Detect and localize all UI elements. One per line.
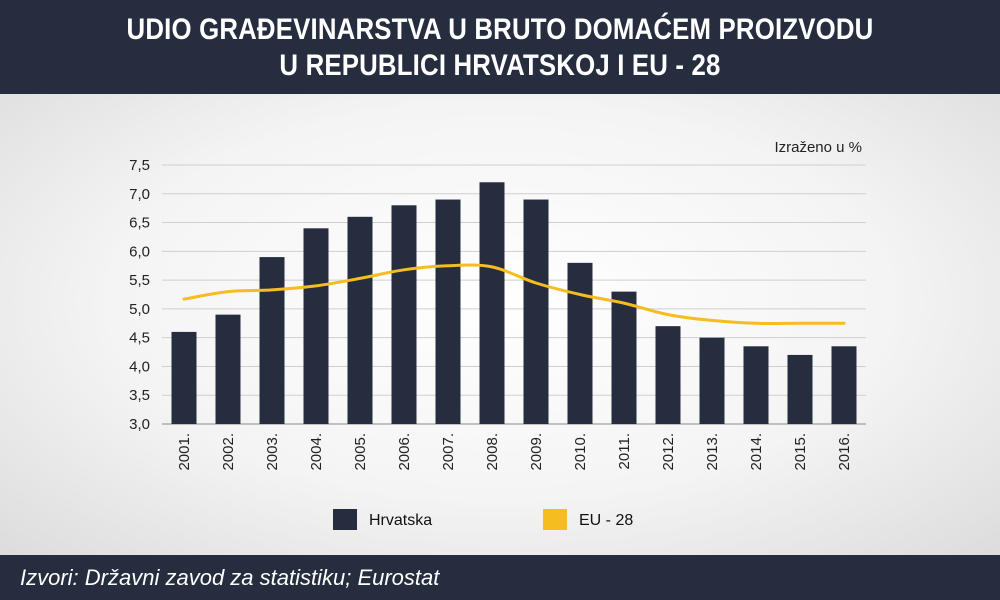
x-tick-label: 2015. [792,433,809,471]
x-tick-label: 2011. [616,433,633,469]
x-tick-label: 2001. [176,433,193,471]
bar-hrvatska [259,257,285,424]
bar-hrvatska [567,262,593,424]
y-tick-label: 4,5 [129,330,150,347]
y-tick-label: 7,5 [129,157,150,174]
legend-label-hrvatska: Hrvatska [369,512,432,529]
source-note: Izvori: Državni zavod za statistiku; Eur… [20,565,440,590]
y-tick-label: 6,0 [129,243,150,260]
bar-hrvatska [479,182,505,424]
y-tick-label: 7,0 [129,186,150,203]
bar-hrvatska [347,216,373,424]
bars-layer [171,182,857,424]
x-tick-label: 2006. [396,433,413,471]
footer-banner: Izvori: Državni zavod za statistiku; Eur… [0,555,1000,600]
x-axis-labels: 2001. 2002. 2003. 2004. 2005. 2006. 2007. 2008.… [176,433,853,471]
y-tick-label: 5,5 [129,272,150,289]
legend: Hrvatska EU - 28 [333,509,633,530]
bar-hrvatska [611,291,637,424]
chart-title-line-1: UDIO GRAĐEVINARSTVA U BRUTO DOMAĆEM PROI… [126,13,874,46]
legend-swatch-eu28 [543,509,567,530]
legend-label-eu28: EU - 28 [579,512,633,529]
bar-hrvatska [435,199,461,424]
x-tick-label: 2002. [220,433,237,471]
y-tick-label: 6,5 [129,215,150,232]
y-tick-label: 3,0 [129,416,150,433]
legend-swatch-hrvatska [333,509,357,530]
bar-hrvatska [743,346,769,424]
y-tick-label: 4,0 [129,358,150,375]
x-tick-label: 2003. [264,433,281,471]
x-tick-label: 2005. [352,433,369,471]
bar-hrvatska [699,337,725,424]
bar-hrvatska [787,354,813,424]
y-axis-labels: 3,0 3,5 4,0 4,5 5,0 5,5 6,0 6,5 7,0 7,5 [129,157,150,433]
x-tick-label: 2012. [660,433,677,471]
x-tick-label: 2016. [836,433,853,471]
y-tick-label: 5,0 [129,301,150,318]
x-tick-label: 2004. [308,433,325,471]
bar-hrvatska [303,228,329,424]
bar-hrvatska [215,314,241,424]
chart-panel: 3,0 3,5 4,0 4,5 5,0 5,5 6,0 6,5 7,0 7,5 2001. 2002… [0,94,1000,555]
bar-hrvatska [523,199,549,424]
bar-hrvatska [171,331,197,424]
x-tick-label: 2008. [484,433,501,471]
chart: 3,0 3,5 4,0 4,5 5,0 5,5 6,0 6,5 7,0 7,5 2001. 2002… [129,139,866,530]
line-eu28 [182,263,846,326]
unit-note: Izraženo u % [774,139,862,156]
title-banner: UDIO GRAĐEVINARSTVA U BRUTO DOMAĆEM PROI… [0,0,1000,94]
bar-hrvatska [831,346,857,424]
x-tick-label: 2014. [748,433,765,471]
x-tick-label: 2010. [572,433,589,471]
line-layer [182,263,846,326]
bar-hrvatska [655,326,681,424]
x-tick-label: 2007. [440,433,457,471]
y-tick-label: 3,5 [129,387,150,404]
chart-title-line-2: U REPUBLICI HRVATSKOJ I EU - 28 [279,49,721,82]
x-tick-label: 2013. [704,433,721,471]
bar-hrvatska [391,205,417,424]
x-tick-label: 2009. [528,433,545,471]
